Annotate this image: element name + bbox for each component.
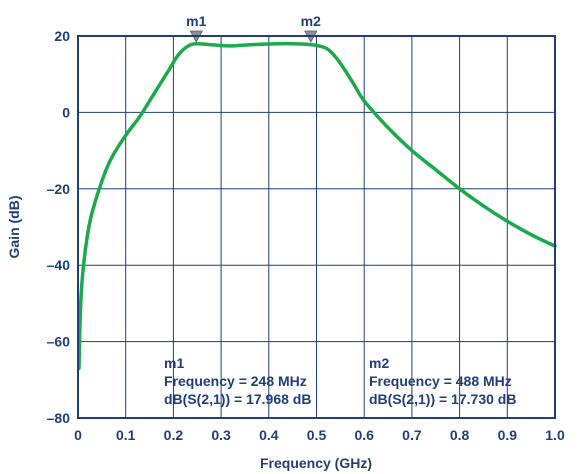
annotation-2-line-3: dB(S(2,1)) = 17.730 dB bbox=[369, 391, 516, 407]
x-tick-label: 0.6 bbox=[354, 427, 374, 443]
x-tick-label: 0.5 bbox=[307, 427, 327, 443]
gain-series-line bbox=[77, 41, 557, 371]
annotation-2-line-2: Frequency = 488 MHz bbox=[369, 373, 512, 389]
tick-labels: 0 0.1 0.2 0.3 0.4 0.5 0.6 0.7 0.8 0.9 1.0 –80 –60 –40… bbox=[47, 28, 565, 443]
x-tick-label: 0.9 bbox=[498, 427, 518, 443]
marker-m1-label: m1 bbox=[186, 13, 206, 29]
y-tick-label: –60 bbox=[47, 334, 71, 350]
x-tick-label: 0 bbox=[74, 427, 82, 443]
y-tick-label: 20 bbox=[54, 28, 70, 44]
annotation-1-line-1: m1 bbox=[164, 355, 184, 371]
y-tick-label: 0 bbox=[62, 104, 70, 120]
annotation-1-line-2: Frequency = 248 MHz bbox=[164, 373, 307, 389]
x-tick-label: 0.8 bbox=[450, 427, 470, 443]
y-tick-label: –80 bbox=[47, 410, 71, 426]
annotation-2-line-1: m2 bbox=[369, 355, 389, 371]
x-tick-label: 0.1 bbox=[116, 427, 136, 443]
x-tick-label: 0.4 bbox=[259, 427, 279, 443]
x-tick-label: 0.7 bbox=[402, 427, 422, 443]
y-tick-label: –40 bbox=[47, 257, 71, 273]
marker-m2-label: m2 bbox=[301, 13, 321, 29]
annotations: m1 Frequency = 248 MHz dB(S(2,1)) = 17.968… bbox=[164, 355, 516, 407]
x-tick-label: 0.3 bbox=[211, 427, 231, 443]
x-axis-title: Frequency (GHz) bbox=[260, 455, 372, 471]
annotation-1-line-3: dB(S(2,1)) = 17.968 dB bbox=[164, 391, 311, 407]
y-axis-title: Gain (dB) bbox=[6, 196, 22, 259]
x-tick-label: 1.0 bbox=[545, 427, 565, 443]
plot-frame bbox=[77, 35, 556, 419]
y-tick-label: –20 bbox=[47, 181, 71, 197]
x-tick-label: 0.2 bbox=[164, 427, 184, 443]
